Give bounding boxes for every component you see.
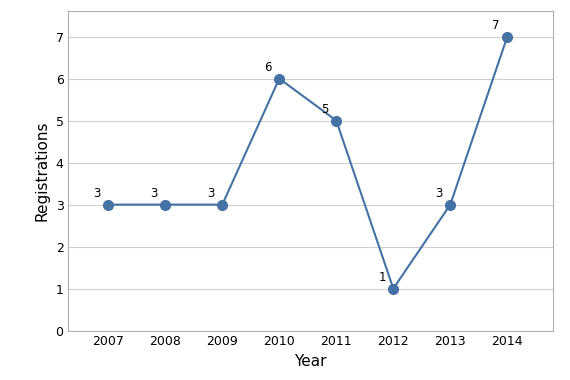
- Text: 6: 6: [264, 60, 272, 74]
- Text: 3: 3: [207, 187, 215, 200]
- Text: 3: 3: [150, 187, 158, 200]
- Text: 3: 3: [435, 187, 443, 200]
- Text: 7: 7: [492, 19, 500, 32]
- X-axis label: Year: Year: [294, 354, 327, 369]
- Text: 3: 3: [93, 187, 101, 200]
- Y-axis label: Registrations: Registrations: [35, 121, 50, 221]
- Text: 5: 5: [321, 103, 329, 116]
- Text: 1: 1: [378, 271, 386, 283]
